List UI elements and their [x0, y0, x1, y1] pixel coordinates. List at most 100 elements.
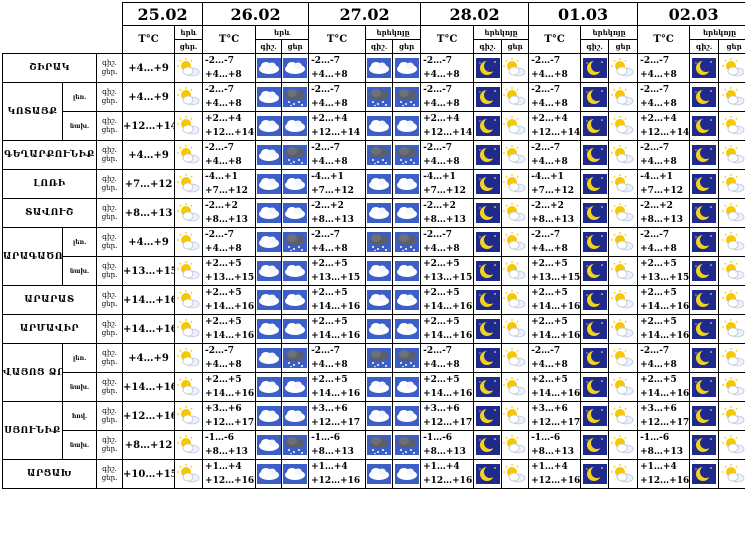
- day-temp: +4…+8: [205, 360, 242, 370]
- cloud-icon: [255, 430, 283, 460]
- region-name: ՏԱՎՈՒՇ: [25, 208, 74, 218]
- night-temp: +2…+5: [640, 259, 677, 269]
- moon-icon: [689, 140, 720, 170]
- night-temp: +3…+6: [205, 404, 242, 414]
- night-temp: +2…+5: [531, 259, 568, 269]
- partly-cloudy-icon: [608, 82, 639, 112]
- day-temp: +4…+8: [531, 360, 568, 370]
- tc-label: T°C: [326, 34, 348, 45]
- partly-cloudy-icon: [718, 227, 745, 257]
- zone-cell: նախ.: [62, 111, 97, 141]
- partly-cloudy-icon: [608, 227, 639, 257]
- day-temp: +13…+15: [531, 273, 581, 283]
- night-temp: -2…-7: [205, 85, 235, 95]
- day-temp: +12…+14: [640, 128, 690, 138]
- temp-cell: +4…+9: [122, 343, 176, 373]
- temp-cell: +14…+16: [122, 285, 176, 315]
- temp-range-cell: -2…-7 +4…+8: [637, 227, 691, 257]
- night-header: գիշ.: [580, 39, 610, 54]
- night-header: գիշ.: [255, 39, 283, 54]
- night-temp: -2…-7: [640, 56, 670, 66]
- date-header: 02.03: [637, 2, 745, 26]
- temp-range-cell: +1…+4 +12…+16: [637, 459, 691, 489]
- moon-icon: [689, 53, 720, 83]
- night-temp: -2…+2: [531, 201, 564, 211]
- night-temp: +2…+5: [640, 375, 677, 385]
- partly-cloudy-icon: [608, 285, 639, 315]
- moon-icon: [473, 169, 503, 199]
- snow-icon: [365, 343, 394, 373]
- temp-cell: +4…+9: [122, 140, 176, 170]
- temp-range-cell: -2…-7 +4…+8: [420, 53, 475, 83]
- moon-icon: [580, 198, 610, 228]
- zone-cell: լեռ.: [62, 227, 97, 257]
- temp-range-cell: +1…+4 +12…+16: [202, 459, 257, 489]
- temp-cell: +10…+15: [122, 459, 176, 489]
- cloud-icon: [281, 256, 310, 286]
- night-temp: -4…+1: [640, 172, 673, 182]
- moon-icon: [580, 169, 610, 199]
- day-label: ցեր: [287, 41, 303, 51]
- zone-cell: լեռ.: [62, 82, 97, 112]
- temp-value: +4…+9: [128, 352, 169, 364]
- day-temp: +8…+13: [311, 447, 354, 457]
- cloud-icon: [365, 401, 394, 431]
- time-labels: գիշ. ցեր.: [95, 401, 124, 431]
- snow-icon: [392, 227, 422, 257]
- moon-icon: [689, 314, 720, 344]
- temp-range-cell: +2…+4 +12…+14: [528, 111, 582, 141]
- moon-icon: [689, 401, 720, 431]
- night-temp: +2…+5: [311, 317, 348, 327]
- moon-icon: [689, 227, 720, 257]
- night-label: գիշ.: [479, 41, 496, 51]
- day-label: ցեր: [398, 41, 415, 51]
- day-temp: +14…+16: [423, 389, 473, 399]
- partly-cloudy-icon: [608, 459, 639, 489]
- phase-header: երեկոյը: [580, 25, 639, 40]
- moon-icon: [473, 140, 503, 170]
- temp-header: T°C: [308, 25, 367, 54]
- temp-value: +7…+12: [124, 178, 173, 190]
- day-temp: +4…+8: [640, 244, 677, 254]
- moon-icon: [689, 343, 720, 373]
- moon-icon: [473, 430, 503, 460]
- temp-value: +14…+16: [123, 323, 175, 335]
- night-label: գիշ.: [102, 378, 117, 386]
- temp-header: T°C: [420, 25, 475, 54]
- night-label: գիշ.: [370, 41, 388, 51]
- moon-icon: [580, 140, 610, 170]
- temp-value: +4…+9: [128, 62, 169, 74]
- day-temp: +4…+8: [205, 70, 242, 80]
- region-name-cell: ԱՐՑԱԽ: [2, 459, 97, 489]
- day-temp: +13…+15: [423, 273, 473, 283]
- day-label: ցեր.: [101, 68, 118, 76]
- partly-cloudy-icon: [501, 169, 530, 199]
- time-labels: գիշ. ցեր.: [95, 285, 124, 315]
- partly-cloudy-icon: [501, 430, 530, 460]
- day-header: ցեր: [392, 39, 422, 54]
- temp-range-cell: +2…+5 +14…+16: [637, 285, 691, 315]
- night-temp: -2…-7: [311, 346, 341, 356]
- partly-cloudy-icon: [608, 256, 639, 286]
- moon-icon: [473, 343, 503, 373]
- date-label: 02.03: [668, 4, 719, 24]
- moon-icon: [473, 256, 503, 286]
- day-temp: +12…+14: [205, 128, 255, 138]
- day-temp: +4…+8: [311, 360, 348, 370]
- temp-range-cell: -4…+1 +7…+12: [637, 169, 691, 199]
- night-temp: +2…+5: [311, 288, 348, 298]
- moon-icon: [473, 285, 503, 315]
- snow-icon: [365, 430, 394, 460]
- day-temp: +4…+8: [311, 244, 348, 254]
- moon-icon: [689, 198, 720, 228]
- region-name: ՇԻՐԱԿ: [29, 63, 70, 73]
- region-name-cell: ԳԵՂԱՐՔՈՒՆԻՔ: [2, 140, 97, 170]
- moon-icon: [473, 227, 503, 257]
- temp-range-cell: -2…-7 +4…+8: [202, 140, 257, 170]
- night-temp: -2…-7: [205, 346, 235, 356]
- temp-cell: +4…+9: [122, 82, 176, 112]
- day-temp: +12…+16: [205, 476, 255, 486]
- region-name: ՍՅՈՒՆԻՔ: [4, 425, 61, 436]
- zone-cell: նախ.: [62, 430, 97, 460]
- temp-cell: +7…+12: [122, 169, 176, 199]
